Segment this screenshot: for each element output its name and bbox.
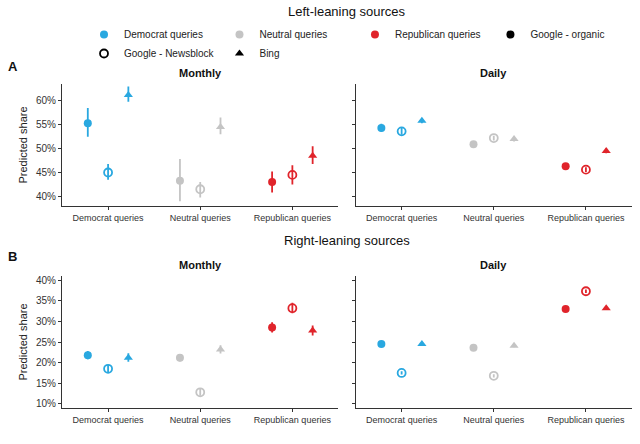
svg-text:40%: 40% <box>36 275 56 286</box>
svg-text:35%: 35% <box>36 295 56 306</box>
svg-text:Right-leaning sources: Right-leaning sources <box>284 233 410 248</box>
svg-text:A: A <box>8 59 18 74</box>
svg-text:Republican queries: Republican queries <box>547 213 625 223</box>
svg-text:Neutral queries: Neutral queries <box>463 213 525 223</box>
svg-text:25%: 25% <box>36 337 56 348</box>
svg-text:Democrat queries: Democrat queries <box>73 213 145 223</box>
svg-text:Neutral queries: Neutral queries <box>463 415 525 425</box>
svg-text:Neutral queries: Neutral queries <box>259 29 327 40</box>
svg-text:40%: 40% <box>36 191 56 202</box>
svg-text:Neutral queries: Neutral queries <box>170 213 232 223</box>
svg-text:45%: 45% <box>36 167 56 178</box>
svg-text:Daily: Daily <box>480 259 507 271</box>
svg-text:10%: 10% <box>36 398 56 409</box>
svg-text:15%: 15% <box>36 378 56 389</box>
svg-text:Republican queries: Republican queries <box>395 29 481 40</box>
svg-text:Predicted share: Predicted share <box>17 303 29 380</box>
svg-text:Monthly: Monthly <box>179 259 222 271</box>
svg-text:Predicted share: Predicted share <box>17 106 29 183</box>
svg-text:Bing: Bing <box>259 48 279 59</box>
svg-text:Google - organic: Google - organic <box>530 29 604 40</box>
svg-text:Republican queries: Republican queries <box>547 415 625 425</box>
svg-text:55%: 55% <box>36 119 56 130</box>
svg-text:Democrat queries: Democrat queries <box>124 29 203 40</box>
svg-text:30%: 30% <box>36 316 56 327</box>
svg-text:B: B <box>8 249 17 264</box>
svg-text:Daily: Daily <box>480 67 507 79</box>
svg-text:50%: 50% <box>36 143 56 154</box>
svg-text:Monthly: Monthly <box>179 67 222 79</box>
svg-text:Left-leaning sources: Left-leaning sources <box>288 4 406 19</box>
svg-text:20%: 20% <box>36 357 56 368</box>
svg-text:Republican queries: Republican queries <box>254 213 332 223</box>
svg-text:Republican queries: Republican queries <box>254 415 332 425</box>
svg-text:Democrat queries: Democrat queries <box>73 415 145 425</box>
svg-text:Neutral queries: Neutral queries <box>170 415 232 425</box>
svg-text:Democrat queries: Democrat queries <box>366 213 438 223</box>
svg-text:60%: 60% <box>36 95 56 106</box>
svg-text:Google - Newsblock: Google - Newsblock <box>124 48 214 59</box>
svg-text:Democrat queries: Democrat queries <box>366 415 438 425</box>
